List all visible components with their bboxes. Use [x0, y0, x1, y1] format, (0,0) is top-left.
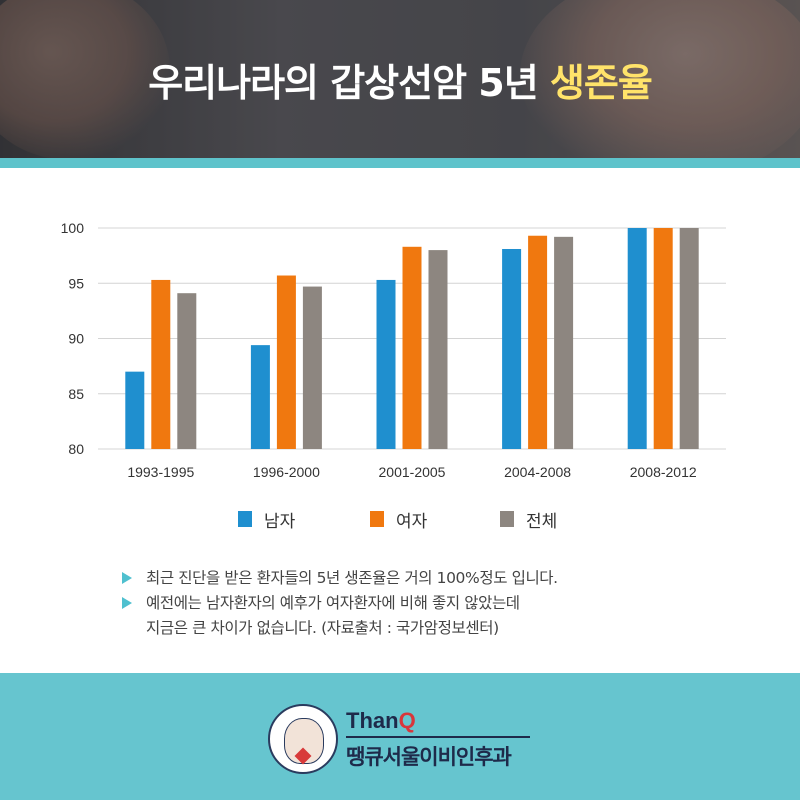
note-text: 최근 진단을 받은 환자들의 5년 생존율은 거의 100%정도 입니다.	[146, 569, 558, 587]
x-tick-label: 2004-2008	[504, 464, 571, 480]
brand-name-korean: 땡큐서울이비인후과	[346, 745, 512, 769]
triangle-bullet-icon	[122, 572, 132, 584]
bar-total	[428, 250, 448, 449]
bar-total	[679, 228, 699, 449]
page-title: 우리나라의 갑상선암 5년 생존율	[0, 52, 800, 107]
legend-item-female: 여자	[370, 508, 428, 532]
note-text: 지금은 큰 차이가 없습니다. (자료출처 : 국가암정보센터)	[146, 619, 499, 637]
legend-item-male: 남자	[238, 508, 296, 532]
bar-female	[653, 228, 673, 449]
title-highlight: 생존율	[549, 61, 653, 105]
bar-female	[276, 275, 296, 449]
bar-female	[151, 279, 171, 449]
legend-swatch-male	[238, 511, 252, 527]
x-tick-label: 2001-2005	[379, 464, 446, 480]
legend-label-female: 여자	[396, 511, 428, 532]
bar-total	[554, 236, 574, 449]
note-item: 예전에는 남자환자의 예후가 여자환자에 비해 좋지 않았는데	[118, 591, 558, 616]
bar-female	[402, 246, 422, 449]
bar-male	[376, 279, 396, 449]
legend-item-total: 전체	[500, 508, 558, 532]
x-tick-label: 1996-2000	[253, 464, 320, 480]
y-tick-label: 80	[68, 441, 84, 457]
x-tick-label: 2008-2012	[630, 464, 697, 480]
background-photo-right	[520, 0, 800, 158]
note-item: 최근 진단을 받은 환자들의 5년 생존율은 거의 100%정도 입니다.	[118, 566, 558, 591]
y-tick-label: 95	[68, 275, 84, 291]
bar-male	[627, 228, 647, 449]
legend-label-total: 전체	[526, 511, 558, 532]
notes-section: 최근 진단을 받은 환자들의 5년 생존율은 거의 100%정도 입니다. 예전…	[118, 566, 558, 641]
bar-female	[528, 235, 548, 449]
brand-divider	[346, 736, 530, 738]
title-main: 우리나라의 갑상선암 5년	[148, 61, 550, 105]
note-item-continued: 지금은 큰 차이가 없습니다. (자료출처 : 국가암정보센터)	[118, 616, 558, 641]
survival-bar-chart: 80 85 90 95 100 1993-1995 1996-2000 2001-2005 20…	[61, 220, 726, 480]
bar-total	[302, 286, 322, 449]
bar-male	[502, 248, 522, 449]
x-tick-label: 1993-1995	[127, 464, 194, 480]
y-tick-label: 90	[68, 331, 84, 347]
legend-swatch-female	[370, 511, 384, 527]
header-divider	[0, 158, 800, 168]
legend-swatch-total	[500, 511, 514, 527]
y-tick-label: 85	[68, 386, 84, 402]
brand-name-english: ThanQ	[346, 708, 416, 733]
header-banner: 우리나라의 갑상선암 5년 생존율	[0, 0, 800, 158]
bar-total	[177, 293, 197, 449]
bar-male	[125, 371, 145, 449]
legend-label-male: 남자	[264, 511, 296, 532]
clinic-seal-logo-icon	[268, 704, 338, 774]
background-photo-left	[0, 0, 170, 158]
y-tick-label: 100	[61, 220, 85, 236]
note-text: 예전에는 남자환자의 예후가 여자환자에 비해 좋지 않았는데	[146, 594, 520, 612]
bar-male	[250, 345, 270, 449]
triangle-bullet-icon	[122, 597, 132, 609]
